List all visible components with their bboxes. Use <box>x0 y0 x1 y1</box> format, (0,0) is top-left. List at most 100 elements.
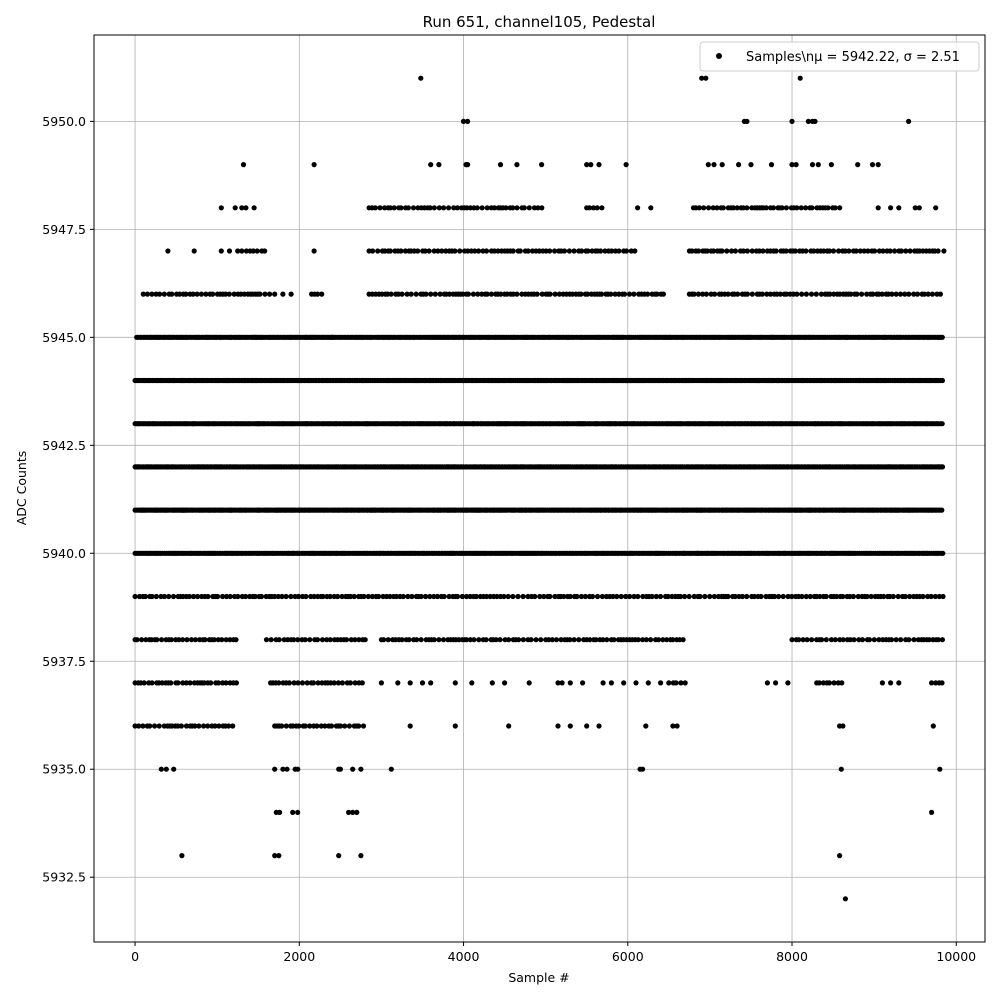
data-point <box>815 162 821 168</box>
data-point <box>157 291 163 297</box>
data-point <box>773 680 779 686</box>
data-point <box>210 291 216 297</box>
data-point <box>608 680 615 686</box>
data-point <box>191 248 197 254</box>
data-point <box>295 766 301 772</box>
data-point <box>272 766 278 772</box>
data-point <box>571 248 577 254</box>
data-point <box>940 550 946 556</box>
data-point <box>350 766 356 772</box>
data-point <box>497 162 504 168</box>
data-point <box>916 205 922 211</box>
data-point <box>168 680 174 686</box>
data-point <box>648 205 654 211</box>
data-point <box>307 637 313 643</box>
data-point <box>622 291 628 297</box>
data-point <box>362 637 368 643</box>
data-point <box>141 680 147 686</box>
data-point <box>286 680 292 686</box>
data-point <box>175 680 181 686</box>
data-point <box>347 680 353 686</box>
data-point <box>658 680 664 686</box>
data-point <box>561 248 568 254</box>
data-point <box>794 291 800 297</box>
y-tick-label: 5950.0 <box>42 114 86 129</box>
data-point <box>855 162 861 168</box>
data-point <box>547 593 553 600</box>
x-axis-label: Sample # <box>508 970 569 985</box>
data-point <box>441 593 447 600</box>
data-point <box>423 291 429 297</box>
data-point <box>405 593 411 600</box>
data-point <box>514 291 520 297</box>
data-point <box>941 248 947 254</box>
data-point <box>506 637 512 643</box>
data-point <box>359 680 365 686</box>
data-point <box>893 637 899 643</box>
data-point <box>178 723 184 729</box>
data-point <box>783 205 790 211</box>
data-point <box>319 291 325 297</box>
data-point <box>808 291 815 297</box>
data-point <box>940 593 946 600</box>
data-point <box>510 248 516 254</box>
data-point <box>279 723 285 729</box>
data-point <box>337 766 343 772</box>
data-point <box>393 593 400 600</box>
data-point <box>459 593 465 600</box>
data-point <box>161 291 167 297</box>
data-point <box>501 593 507 600</box>
data-point <box>329 334 335 340</box>
data-point <box>759 291 765 297</box>
y-tick-label: 5940.0 <box>42 546 86 561</box>
data-point <box>584 723 590 729</box>
data-point <box>539 205 545 211</box>
data-point <box>809 205 815 211</box>
data-point <box>879 680 886 686</box>
data-point <box>268 637 274 643</box>
data-point <box>744 291 751 297</box>
data-point <box>388 766 394 772</box>
data-point <box>378 680 384 686</box>
data-point <box>310 680 317 686</box>
data-point <box>431 593 437 600</box>
x-tick-label: 10000 <box>936 949 976 964</box>
data-point <box>859 637 866 643</box>
data-point <box>645 680 651 686</box>
data-point <box>803 291 810 297</box>
data-point <box>356 723 362 729</box>
data-point <box>823 593 829 600</box>
data-point <box>526 680 532 686</box>
data-point <box>428 680 434 686</box>
data-point <box>240 162 247 168</box>
data-point <box>819 637 825 643</box>
data-point <box>744 593 750 600</box>
data-point <box>471 637 477 643</box>
data-point <box>744 248 751 254</box>
data-point <box>837 853 843 859</box>
data-point <box>701 205 707 211</box>
data-point <box>215 593 221 600</box>
data-point <box>837 205 843 211</box>
data-point <box>465 162 471 168</box>
data-point <box>842 896 849 902</box>
data-point <box>407 680 413 686</box>
data-point <box>257 291 263 297</box>
data-point <box>190 593 197 600</box>
x-tick-label: 4000 <box>448 949 480 964</box>
data-point <box>351 593 357 600</box>
y-tick-label: 5947.5 <box>42 222 86 237</box>
data-point <box>387 248 393 254</box>
data-point <box>697 593 703 600</box>
data-point <box>780 593 786 600</box>
data-point <box>907 248 913 254</box>
data-point <box>538 637 544 643</box>
data-point <box>410 205 417 211</box>
data-point <box>419 680 426 686</box>
data-point <box>682 680 688 686</box>
data-point <box>376 593 382 600</box>
data-point <box>645 291 651 297</box>
data-point <box>632 248 638 254</box>
data-point <box>454 593 461 600</box>
